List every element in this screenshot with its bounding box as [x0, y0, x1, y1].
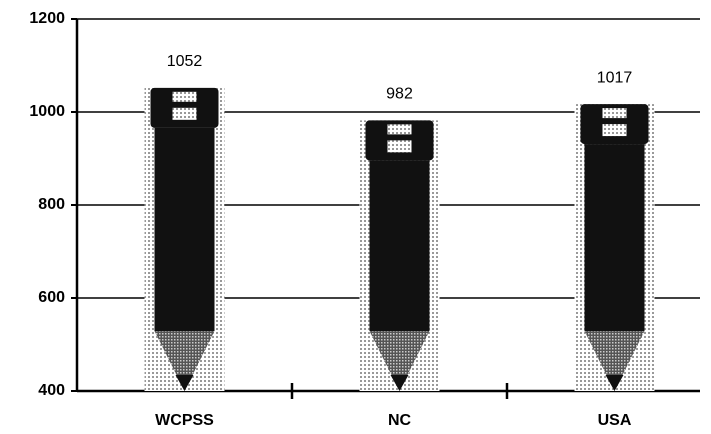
chart: 400 600 800 1000 1200 WCPSS 1052 NC 982 USA 1017: [0, 0, 711, 434]
value-label: 1017: [597, 69, 633, 86]
pencil-band: [388, 124, 412, 134]
x-tick-label: USA: [598, 412, 632, 429]
pencil-body: [155, 128, 215, 331]
y-tick-label: 800: [38, 196, 65, 213]
page: 40060080010001200WCPSS1052NC982USA1017 (…: [0, 0, 711, 434]
value-label: 982: [386, 86, 413, 103]
pencil-band: [173, 108, 197, 120]
y-tick-label: 1000: [29, 103, 65, 120]
pencil-band: [603, 108, 627, 118]
x-tick-label: WCPSS: [155, 412, 214, 429]
y-tick-label: 1200: [29, 10, 65, 27]
y-tick-label: 600: [38, 289, 65, 306]
pencil-band: [388, 140, 412, 152]
x-tick-label: NC: [388, 412, 412, 429]
pencil-bar: [575, 104, 655, 391]
pencil-bar: [360, 120, 440, 391]
value-label: 1052: [167, 53, 203, 70]
pencil-band: [173, 92, 197, 102]
pencil-body: [370, 160, 430, 331]
pencil-bar: [145, 88, 225, 391]
y-tick-label: 400: [38, 382, 65, 399]
pencil-band: [603, 124, 627, 136]
pencil-body: [585, 144, 645, 331]
